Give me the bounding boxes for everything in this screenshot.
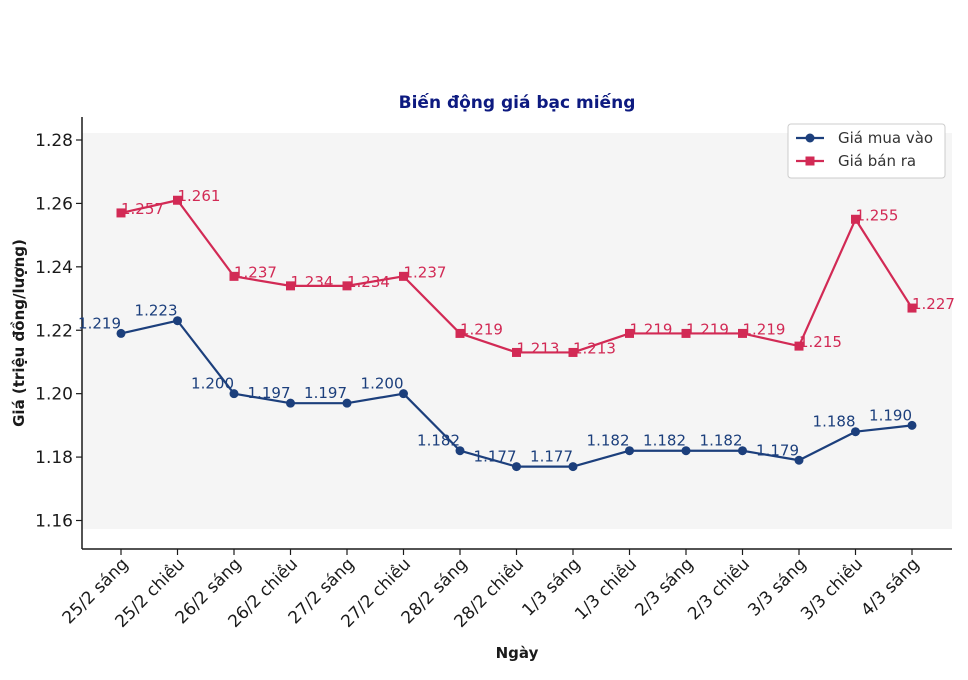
data-label: 1.255 <box>856 206 899 224</box>
data-label: 1.257 <box>121 200 164 218</box>
data-point <box>512 347 521 357</box>
data-label: 1.190 <box>869 406 912 424</box>
data-point <box>681 328 691 338</box>
data-point <box>286 281 295 291</box>
data-label: 1.182 <box>700 432 743 450</box>
y-tick-label: 1.24 <box>35 258 73 278</box>
data-label: 1.215 <box>799 333 842 351</box>
data-point <box>455 446 465 456</box>
data-label: 1.179 <box>756 441 799 459</box>
data-point <box>342 281 352 291</box>
data-label: 1.182 <box>643 432 686 450</box>
data-label: 1.182 <box>587 432 630 450</box>
data-label: 1.234 <box>347 273 390 291</box>
data-label: 1.227 <box>912 295 955 313</box>
data-label: 1.213 <box>517 339 560 357</box>
data-label: 1.219 <box>686 320 729 338</box>
data-point <box>568 347 578 357</box>
data-point <box>851 214 860 224</box>
data-label: 1.213 <box>573 339 616 357</box>
data-point <box>399 271 408 281</box>
data-label: 1.234 <box>291 273 334 291</box>
chart-title: Biến động giá bạc miếng <box>399 92 636 113</box>
data-point <box>342 398 352 408</box>
data-label: 1.197 <box>304 384 347 402</box>
y-tick-label: 1.28 <box>35 131 73 151</box>
legend: Giá mua vào Giá bán ra <box>787 123 946 179</box>
data-point <box>568 462 578 472</box>
data-label: 1.177 <box>530 448 573 466</box>
data-label: 1.188 <box>813 413 856 431</box>
legend-label: Giá mua vào <box>838 129 933 147</box>
legend-item: Giá bán ra <box>796 152 916 170</box>
data-label: 1.237 <box>234 263 277 281</box>
x-tick-label: 1/3 chiều <box>570 554 641 625</box>
series-1: 1.219 1.223 1.200 1.197 1.197 1.200 1.182 1.177… <box>78 302 917 472</box>
data-point <box>625 328 634 338</box>
data-point <box>512 462 521 472</box>
y-tick-label: 1.16 <box>35 512 73 532</box>
y-axis-label: Giá (triệu đồng/lượng) <box>9 239 28 427</box>
legend-marker <box>805 133 815 143</box>
y-tick-label: 1.22 <box>35 321 73 341</box>
data-label: 1.182 <box>417 432 460 450</box>
y-tick-label: 1.18 <box>35 448 73 468</box>
data-label: 1.219 <box>743 320 786 338</box>
data-label: 1.223 <box>135 302 178 320</box>
data-point <box>794 341 804 351</box>
legend-item: Giá mua vào <box>796 129 933 147</box>
data-label: 1.219 <box>630 320 673 338</box>
data-point <box>116 328 126 338</box>
data-label: 1.261 <box>178 187 221 205</box>
data-label: 1.200 <box>361 375 404 393</box>
x-tick-label: 3/3 chiều <box>796 554 867 625</box>
legend-box <box>787 123 946 179</box>
data-point <box>173 316 182 326</box>
data-label: 1.177 <box>474 448 517 466</box>
x-axis-label: Ngày <box>496 644 539 662</box>
data-point <box>286 398 295 408</box>
series-2: 1.257 1.261 1.237 1.234 1.234 1.237 1.219 1.213… <box>116 187 955 357</box>
data-point <box>738 446 747 456</box>
data-point <box>399 389 408 399</box>
data-label: 1.197 <box>248 384 291 402</box>
x-tick-label: 2/3 chiều <box>683 554 754 625</box>
data-point <box>116 208 126 218</box>
data-point <box>229 271 239 281</box>
y-tick-label: 1.26 <box>35 194 73 214</box>
data-point <box>738 328 747 338</box>
series-layer: 1.219 1.223 1.200 1.197 1.197 1.200 1.182 1.177… <box>78 187 955 472</box>
x-tick-label: 4/3 sáng <box>857 554 923 620</box>
data-point <box>907 420 917 430</box>
y-tick-label: 1.20 <box>35 385 73 405</box>
data-point <box>173 195 182 205</box>
data-point <box>907 303 917 313</box>
data-label: 1.200 <box>191 375 234 393</box>
data-label: 1.219 <box>78 314 121 332</box>
data-point <box>794 455 804 465</box>
data-point <box>851 427 860 437</box>
data-point <box>455 328 465 338</box>
data-label: 1.219 <box>460 320 503 338</box>
legend-label: Giá bán ra <box>838 152 916 170</box>
data-point <box>229 389 239 399</box>
legend-marker <box>805 156 815 166</box>
data-label: 1.237 <box>404 263 447 281</box>
data-point <box>625 446 634 456</box>
data-point <box>681 446 691 456</box>
